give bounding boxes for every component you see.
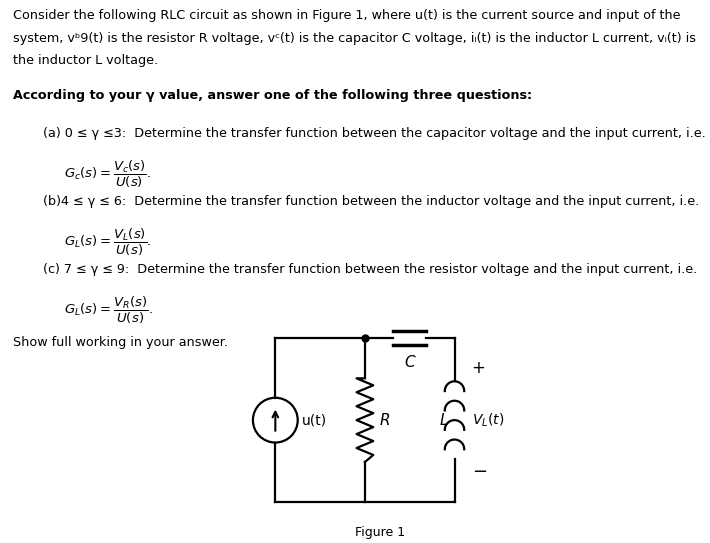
Text: Show full working in your answer.: Show full working in your answer. (13, 336, 228, 349)
Text: −: − (471, 463, 487, 482)
Text: R: R (380, 413, 391, 428)
Text: According to your γ value, answer one of the following three questions:: According to your γ value, answer one of… (13, 90, 532, 103)
Text: $G_c(s) = \dfrac{V_c(s)}{U(s)}$.: $G_c(s) = \dfrac{V_c(s)}{U(s)}$. (64, 159, 151, 190)
Text: (c) 7 ≤ γ ≤ 9:  Determine the transfer function between the resistor voltage and: (c) 7 ≤ γ ≤ 9: Determine the transfer fu… (43, 263, 697, 276)
Text: Figure 1: Figure 1 (355, 526, 405, 539)
Text: system, vᵇ9(t) is the resistor R voltage, vᶜ(t) is the capacitor C voltage, iₗ(t: system, vᵇ9(t) is the resistor R voltage… (13, 31, 696, 45)
Text: $G_L(s) = \dfrac{V_L(s)}{U(s)}$.: $G_L(s) = \dfrac{V_L(s)}{U(s)}$. (64, 227, 151, 258)
Text: L: L (440, 413, 449, 428)
Text: (b)4 ≤ γ ≤ 6:  Determine the transfer function between the inductor voltage and : (b)4 ≤ γ ≤ 6: Determine the transfer fun… (43, 195, 699, 207)
Text: (a) 0 ≤ γ ≤3:  Determine the transfer function between the capacitor voltage and: (a) 0 ≤ γ ≤3: Determine the transfer fun… (43, 127, 705, 140)
Text: Consider the following RLC circuit as shown in Figure 1, where u(t) is the curre: Consider the following RLC circuit as sh… (13, 9, 680, 22)
Text: $G_L(s) = \dfrac{V_R(s)}{U(s)}$.: $G_L(s) = \dfrac{V_R(s)}{U(s)}$. (64, 295, 153, 326)
Text: C: C (405, 355, 415, 370)
Text: the inductor L voltage.: the inductor L voltage. (13, 54, 158, 67)
Text: u(t): u(t) (302, 413, 327, 427)
Text: $V_L(t)$: $V_L(t)$ (471, 412, 504, 429)
Text: +: + (471, 359, 486, 377)
